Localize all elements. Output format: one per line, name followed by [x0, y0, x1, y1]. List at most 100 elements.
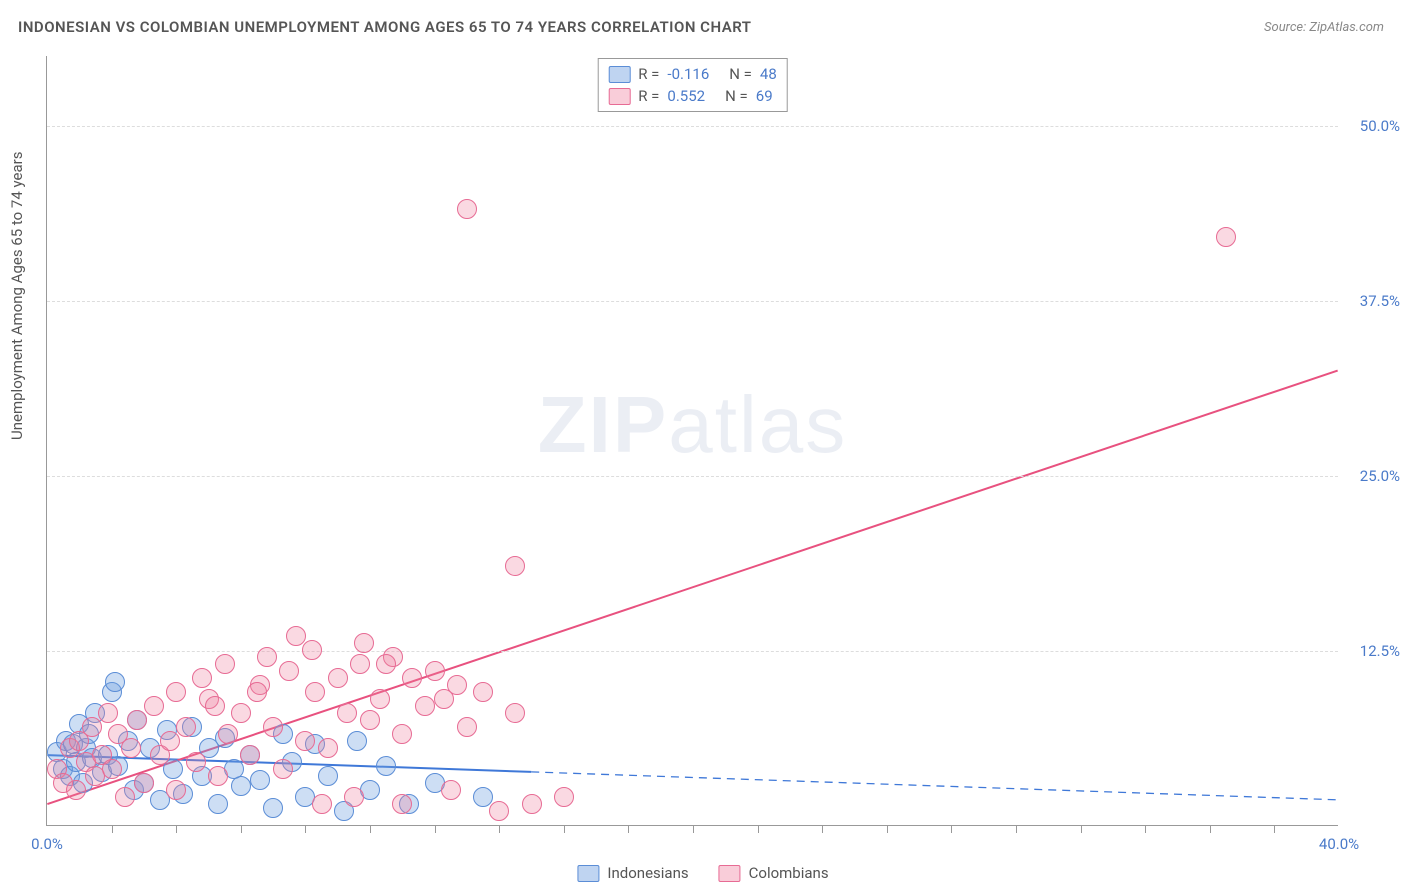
- data-point: [457, 199, 477, 219]
- x-tick: [1274, 825, 1275, 833]
- data-point: [115, 787, 135, 807]
- x-tick: [628, 825, 629, 833]
- data-point: [1216, 227, 1236, 247]
- grid-line: [47, 126, 1338, 127]
- x-tick: [887, 825, 888, 833]
- data-point: [166, 780, 186, 800]
- data-point: [279, 661, 299, 681]
- x-tick: [1081, 825, 1082, 833]
- data-point: [240, 745, 260, 765]
- data-point: [415, 696, 435, 716]
- data-point: [318, 766, 338, 786]
- x-tick-label: 0.0%: [31, 835, 63, 853]
- grid-line: [47, 651, 1338, 652]
- data-point: [473, 787, 493, 807]
- x-tick: [435, 825, 436, 833]
- data-point: [295, 731, 315, 751]
- data-point: [302, 640, 322, 660]
- series-name: Indonesians: [607, 864, 688, 882]
- legend-swatch: [577, 865, 599, 882]
- legend-r-key: R =: [638, 65, 659, 83]
- watermark-strong: ZIP: [538, 380, 668, 469]
- chart-plot-area: ZIPatlas R = -0.116N = 48R = 0.552N = 69…: [46, 56, 1338, 826]
- data-point: [318, 738, 338, 758]
- series-legend-item: Colombians: [719, 864, 829, 882]
- data-point: [208, 794, 228, 814]
- data-point: [392, 724, 412, 744]
- data-point: [121, 738, 141, 758]
- legend-n-key: N =: [725, 87, 748, 105]
- grid-line: [47, 476, 1338, 477]
- chart-title: INDONESIAN VS COLOMBIAN UNEMPLOYMENT AMO…: [18, 18, 752, 36]
- data-point: [344, 787, 364, 807]
- data-point: [328, 668, 348, 688]
- data-point: [205, 696, 225, 716]
- data-point: [176, 717, 196, 737]
- data-point: [425, 661, 445, 681]
- source-attribution: Source: ZipAtlas.com: [1264, 20, 1384, 35]
- data-point: [473, 682, 493, 702]
- x-tick: [1145, 825, 1146, 833]
- data-point: [66, 780, 86, 800]
- data-point: [305, 682, 325, 702]
- data-point: [105, 672, 125, 692]
- data-point: [231, 703, 251, 723]
- data-point: [337, 703, 357, 723]
- y-axis-label: Unemployment Among Ages 65 to 74 years: [8, 152, 26, 440]
- data-point: [505, 556, 525, 576]
- data-point: [273, 759, 293, 779]
- legend-r-val: 0.552: [667, 87, 705, 105]
- x-tick: [499, 825, 500, 833]
- x-tick: [176, 825, 177, 833]
- data-point: [354, 633, 374, 653]
- series-legend: Indonesians Colombians: [577, 864, 828, 882]
- y-tick-label: 50.0%: [1360, 117, 1400, 135]
- x-tick: [112, 825, 113, 833]
- x-tick: [564, 825, 565, 833]
- x-tick: [305, 825, 306, 833]
- legend-r-val: -0.116: [667, 65, 709, 83]
- data-point: [263, 717, 283, 737]
- data-point: [370, 689, 390, 709]
- data-point: [376, 756, 396, 776]
- data-point: [457, 717, 477, 737]
- data-point: [127, 710, 147, 730]
- x-tick: [758, 825, 759, 833]
- data-point: [231, 776, 251, 796]
- data-point: [192, 668, 212, 688]
- x-tick: [951, 825, 952, 833]
- x-tick: [822, 825, 823, 833]
- data-point: [489, 801, 509, 821]
- data-point: [160, 731, 180, 751]
- data-point: [505, 703, 525, 723]
- watermark: ZIPatlas: [538, 379, 847, 471]
- x-tick: [1016, 825, 1017, 833]
- trend-line: [531, 772, 1337, 800]
- data-point: [250, 770, 270, 790]
- data-point: [257, 647, 277, 667]
- data-point: [263, 798, 283, 818]
- correlation-legend: R = -0.116N = 48R = 0.552N = 69: [597, 58, 788, 112]
- data-point: [347, 731, 367, 751]
- watermark-light: atlas: [668, 380, 847, 469]
- data-point: [360, 710, 380, 730]
- legend-n-key: N =: [729, 65, 752, 83]
- data-point: [215, 654, 235, 674]
- data-point: [286, 626, 306, 646]
- legend-row: R = 0.552N = 69: [608, 85, 777, 107]
- data-point: [134, 773, 154, 793]
- data-point: [82, 717, 102, 737]
- trend-line: [47, 371, 1337, 804]
- x-tick: [1210, 825, 1211, 833]
- data-point: [402, 668, 422, 688]
- y-tick-label: 25.0%: [1360, 467, 1400, 485]
- y-tick-label: 12.5%: [1360, 642, 1400, 660]
- legend-swatch: [719, 865, 741, 882]
- x-tick: [693, 825, 694, 833]
- data-point: [522, 794, 542, 814]
- data-point: [144, 696, 164, 716]
- grid-line: [47, 301, 1338, 302]
- y-tick-label: 37.5%: [1360, 292, 1400, 310]
- series-legend-item: Indonesians: [577, 864, 688, 882]
- x-tick: [370, 825, 371, 833]
